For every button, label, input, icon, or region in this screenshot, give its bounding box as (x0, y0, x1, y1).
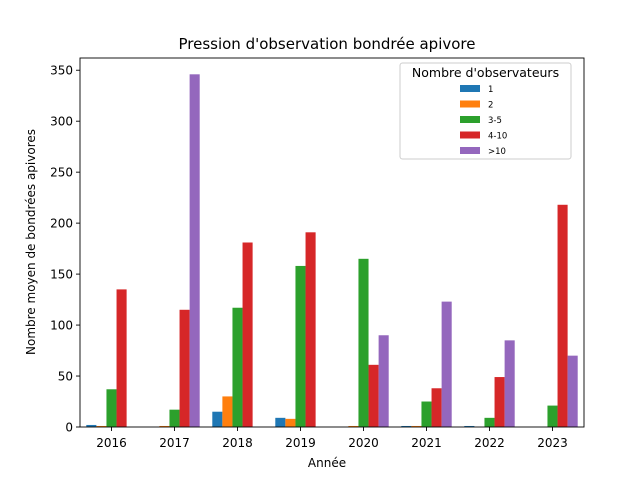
legend: Nombre d'observateurs 1 2 3-5 4-10 >10 (399, 62, 572, 160)
legend-swatch (460, 131, 480, 139)
bar-2017-series-4 (189, 74, 200, 427)
bar-2017-series-2 (169, 409, 180, 427)
legend-frame (399, 62, 572, 160)
bar-2022-series-4 (504, 340, 515, 427)
x-tick-label: 2017 (159, 436, 190, 450)
legend-title: Nombre d'observateurs (412, 65, 559, 80)
legend-swatch (460, 116, 480, 123)
bar-2019-series-1 (285, 418, 296, 427)
bar-2022-series-3 (494, 377, 505, 427)
x-tick-label: 2020 (348, 436, 379, 450)
legend-entry: 4-10 (488, 132, 507, 142)
bar-2022-series-0 (464, 425, 475, 427)
bar-2016-series-0 (86, 424, 97, 427)
bar-2016-series-2 (106, 389, 117, 427)
bar-2018-series-3 (242, 242, 253, 427)
bar-2021-series-2 (421, 401, 432, 427)
y-tick-label: 350 (50, 64, 73, 78)
bar-2023-series-2 (547, 405, 558, 427)
bar-2018-series-2 (232, 307, 243, 427)
y-tick-label: 0 (65, 420, 73, 434)
y-axis-label: Nombre moyen de bondrées apivores (24, 129, 38, 355)
legend-entry: 3-5 (488, 116, 502, 126)
bar-2021-series-4 (441, 301, 452, 427)
x-axis-label: Année (308, 456, 346, 470)
bar-2020-series-2 (358, 258, 369, 427)
chart-title: Pression d'observation bondrée apivore (178, 35, 475, 53)
x-tick-label: 2022 (474, 436, 505, 450)
legend-swatch (460, 100, 480, 108)
x-tick-label: 2016 (96, 436, 127, 450)
bar-2017-series-3 (179, 309, 190, 427)
axes-group: 0 50 100 150 200 250 300 350 2016 2017 2018 2019 202… (50, 57, 585, 450)
bar-2018-series-1 (222, 396, 233, 427)
bar-2020-series-1 (348, 425, 359, 427)
bar-2021-series-0 (401, 425, 412, 427)
bar-2021-series-1 (411, 425, 422, 427)
bar-2023-series-3 (557, 204, 568, 427)
y-tick-label: 100 (50, 318, 73, 332)
legend-entry: 2 (488, 101, 493, 111)
x-tick-label: 2023 (537, 436, 568, 450)
legend-swatch (460, 147, 480, 154)
y-tick-label: 200 (50, 216, 73, 230)
x-tick-label: 2018 (222, 436, 253, 450)
y-tick-label: 300 (50, 114, 73, 128)
bar-2019-series-2 (295, 265, 306, 427)
legend-swatch (460, 85, 480, 92)
bar-2022-series-2 (484, 417, 495, 427)
plot-frame (79, 57, 585, 428)
bar-2020-series-3 (368, 364, 379, 427)
bar-2019-series-3 (305, 232, 316, 427)
y-tick-label: 50 (58, 369, 73, 383)
x-tick-label: 2021 (411, 436, 442, 450)
bar-2019-series-0 (275, 417, 286, 427)
legend-entry: 1 (488, 85, 493, 95)
bar-2023-series-4 (567, 355, 578, 427)
bar-2020-series-4 (378, 335, 389, 427)
legend-entry: >10 (488, 147, 506, 157)
x-tick-label: 2019 (285, 436, 316, 450)
bar-2017-series-1 (159, 425, 170, 427)
y-tick-label: 250 (50, 165, 73, 179)
bar-2018-series-0 (212, 411, 223, 427)
bar-2016-series-3 (116, 289, 127, 427)
bars-group (86, 74, 578, 427)
bar-2016-series-1 (96, 425, 107, 427)
bar-2021-series-3 (431, 388, 442, 427)
y-tick-label: 150 (50, 267, 73, 281)
